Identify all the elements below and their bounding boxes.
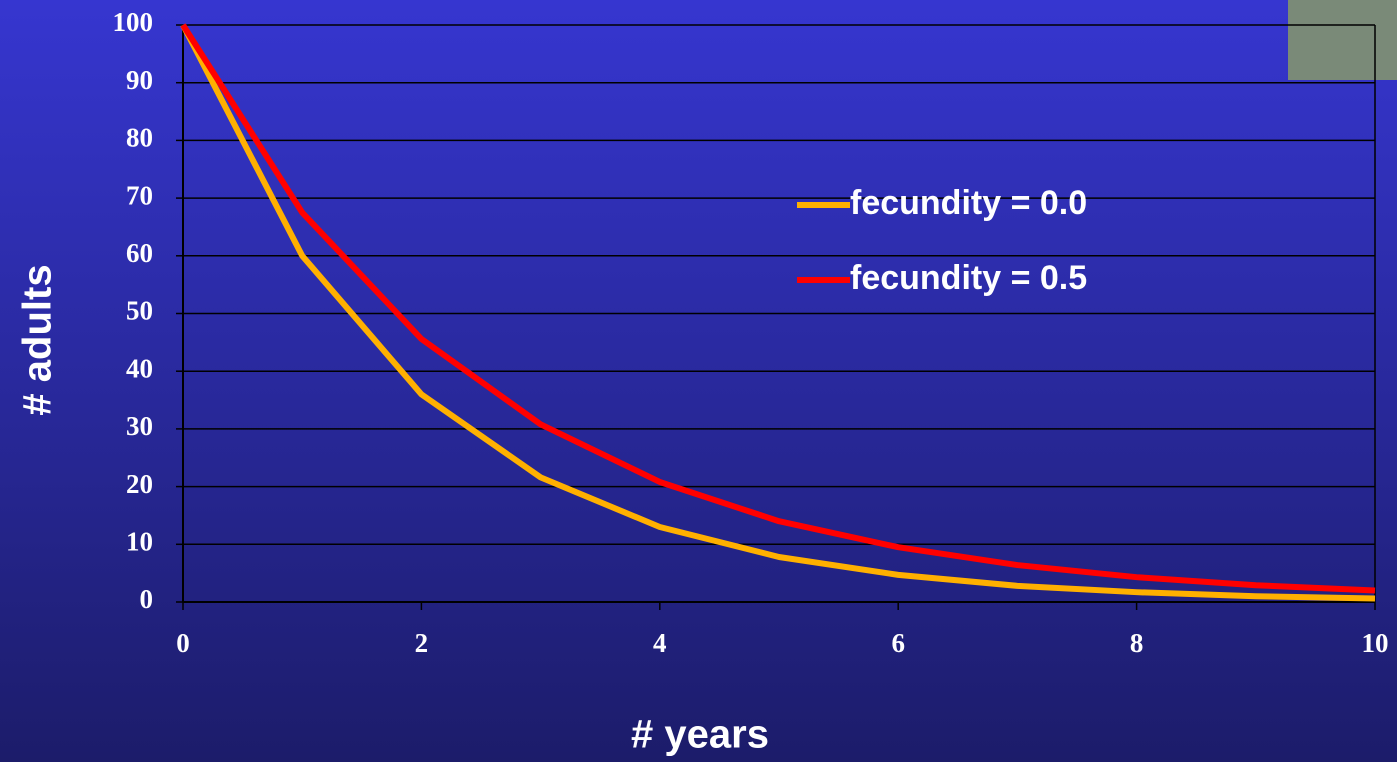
y-tick-label: 80 (126, 123, 153, 153)
background (0, 0, 1397, 762)
y-tick-label: 0 (140, 584, 154, 614)
y-tick-label: 90 (126, 65, 153, 95)
y-tick-label: 30 (126, 411, 153, 441)
y-tick-label: 20 (126, 469, 153, 499)
y-tick-label: 100 (113, 7, 154, 37)
legend-label: fecundity = 0.0 (850, 184, 1087, 222)
y-tick-label: 60 (126, 238, 153, 268)
y-tick-label: 70 (126, 180, 153, 210)
y-axis-title: # adults (16, 264, 60, 415)
x-axis-title: # years (631, 713, 769, 757)
y-tick-label: 10 (126, 527, 153, 557)
y-tick-label: 40 (126, 353, 153, 383)
x-tick-label: 10 (1362, 628, 1389, 658)
x-tick-label: 6 (891, 628, 905, 658)
x-tick-label: 2 (415, 628, 429, 658)
legend-label: fecundity = 0.5 (850, 259, 1087, 297)
x-tick-label: 8 (1130, 628, 1144, 658)
x-tick-label: 0 (176, 628, 190, 658)
x-tick-label: 4 (653, 628, 667, 658)
y-tick-label: 50 (126, 296, 153, 326)
chart: # years # adults 0 10 20 30 40 50 60 70 80 90 100 0… (0, 0, 1397, 762)
photo-thumbnail (1288, 0, 1397, 80)
